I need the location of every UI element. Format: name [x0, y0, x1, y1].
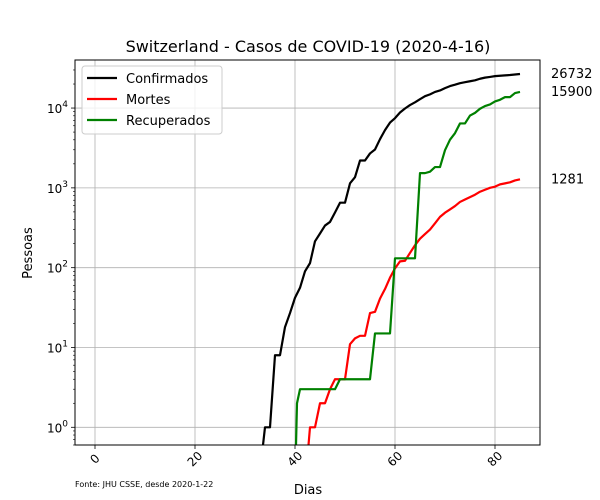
x-tick-label: 0 [87, 451, 102, 466]
x-tick-label: 20 [185, 449, 206, 470]
source-note: Fonte: JHU CSSE, desde 2020-1-22 [75, 480, 213, 489]
series-layer [261, 72, 521, 446]
y-tick-label: 104 [47, 100, 68, 116]
chart-title: Switzerland - Casos de COVID-19 (2020-4-… [126, 37, 491, 56]
plot-frame [74, 59, 541, 446]
series-line-mortes [307, 178, 521, 446]
end-label-mortes: 1281 [551, 172, 584, 187]
end-value-labels: 26732 1281 15900 [551, 67, 592, 187]
legend-label-recuperados: Recuperados [126, 114, 211, 129]
y-tick-label: 103 [47, 180, 68, 196]
y-tick-label: 100 [47, 419, 68, 435]
x-tick-label: 80 [485, 449, 506, 470]
end-label-confirmados: 26732 [551, 67, 592, 82]
legend-label-confirmados: Confirmados [126, 72, 208, 87]
series-line-confirmados [261, 72, 521, 446]
end-label-recuperados: 15900 [551, 85, 592, 100]
x-axis-label: Dias [294, 483, 323, 498]
y-tick-label: 102 [47, 260, 68, 276]
legend-box [81, 65, 223, 135]
legend: Confirmados Mortes Recuperados [81, 65, 223, 135]
y-axis-label: Pessoas [21, 227, 36, 279]
x-tick-label: 40 [285, 449, 306, 470]
x-tick-label: 60 [385, 449, 406, 470]
axis-ticks: 0 20 40 60 80 100 101 102 103 104 [47, 69, 506, 470]
series-line-recuperados [294, 90, 521, 446]
legend-label-mortes: Mortes [126, 93, 171, 108]
y-tick-label: 101 [47, 339, 68, 355]
